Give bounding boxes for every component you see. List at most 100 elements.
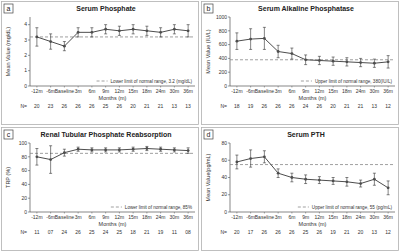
- error-bar-cap: [35, 165, 38, 166]
- error-bar: [359, 180, 362, 187]
- x-tick-label: 18m: [342, 88, 352, 94]
- panel: dSerum PTH020406080Mean Value(pg/mL)-12m…: [202, 128, 399, 251]
- x-tick-label: 36m: [183, 88, 193, 94]
- panel-label: b: [207, 5, 211, 12]
- error-bar: [345, 58, 348, 66]
- n-value: 26: [275, 229, 281, 235]
- error-bar-stem: [36, 28, 37, 46]
- legend-label: Lower limit of normal range, 85%: [125, 205, 192, 210]
- panel-label-box: [4, 130, 13, 139]
- x-tick-label: 12m: [315, 88, 325, 94]
- y-tick-label: 80: [221, 140, 227, 146]
- error-bar-stem: [36, 149, 37, 166]
- marker: [77, 31, 80, 34]
- error-bar-cap: [159, 36, 162, 37]
- error-bar-cap: [263, 49, 266, 50]
- error-bar-cap: [145, 146, 148, 147]
- panel-label-box: [4, 4, 13, 13]
- error-bar-cap: [132, 147, 135, 148]
- n-value: 18: [234, 103, 240, 109]
- x-tick-label: 30m: [370, 214, 380, 220]
- marker: [145, 147, 148, 150]
- error-bar-cap: [49, 33, 52, 34]
- error-bar-stem: [119, 26, 120, 35]
- error-bar-cap: [249, 149, 252, 150]
- error-bar-cap: [173, 33, 176, 34]
- marker: [118, 29, 121, 32]
- marker: [187, 29, 190, 32]
- x-tick-label: 12m: [115, 88, 125, 94]
- error-bar-cap: [277, 45, 280, 46]
- error-bar: [187, 148, 190, 154]
- y-axis: [230, 143, 231, 212]
- marker: [159, 31, 162, 34]
- error-bar-stem: [388, 56, 389, 68]
- reference-line: [230, 164, 395, 165]
- error-bar: [235, 155, 238, 169]
- legend-label: Lower limit of normal range, 3.2 (mg/dL): [111, 79, 193, 84]
- error-bar: [290, 173, 293, 182]
- x-tick-label: 3m: [275, 214, 282, 220]
- error-bar: [104, 148, 107, 152]
- x-tick-label: 9m: [102, 88, 109, 94]
- error-bar-cap: [345, 57, 348, 58]
- y-tick-label: 60: [221, 157, 227, 163]
- error-bar: [277, 169, 280, 178]
- y-tick-label: 100: [19, 140, 28, 146]
- error-bar-cap: [63, 156, 66, 157]
- y-axis-label: Mean Value (IU/L): [205, 29, 211, 73]
- legend-label: Upper limit of normal range, 55 (pg/mL): [312, 205, 393, 210]
- error-bar-cap: [318, 183, 321, 184]
- x-tick-label: 15m: [128, 88, 138, 94]
- x-tick-label: Baseline: [55, 88, 74, 94]
- x-axis-label: Months (m): [299, 221, 327, 227]
- x-tick-label: -12m: [31, 214, 42, 220]
- error-bar-cap: [235, 32, 238, 33]
- n-value: 08: [185, 229, 191, 235]
- error-bar-stem: [188, 148, 189, 154]
- error-bar-stem: [236, 155, 237, 169]
- error-bar-cap: [173, 147, 176, 148]
- n-value: 20: [358, 229, 364, 235]
- n-value: 20: [34, 103, 40, 109]
- x-tick-label: 24m: [156, 214, 166, 220]
- x-tick-label: -6m: [46, 88, 55, 94]
- error-bar-cap: [104, 33, 107, 34]
- x-axis: [30, 212, 195, 213]
- n-value: 18: [130, 229, 136, 235]
- y-tick-label: 20: [21, 195, 27, 201]
- error-bar-cap: [173, 24, 176, 25]
- error-bar: [304, 175, 307, 184]
- panel-frame: [2, 128, 199, 251]
- error-bar: [63, 149, 66, 156]
- error-bar-stem: [264, 27, 265, 49]
- error-bar-stem: [133, 147, 134, 151]
- n-value: 07: [48, 229, 54, 235]
- x-tick-label: 36m: [183, 214, 193, 220]
- error-bar: [277, 45, 280, 57]
- marker: [132, 148, 135, 151]
- y-tick-label: 80: [21, 154, 27, 160]
- y-tick-label: 400: [219, 55, 228, 61]
- error-bar-cap: [249, 167, 252, 168]
- n-value: 26: [262, 229, 268, 235]
- error-bar-cap: [187, 24, 190, 25]
- marker: [332, 60, 335, 63]
- error-bar-cap: [235, 155, 238, 156]
- error-bar: [173, 148, 176, 152]
- panel-label: d: [207, 131, 211, 138]
- error-bar-cap: [304, 183, 307, 184]
- error-bar-cap: [49, 145, 52, 146]
- error-bar-cap: [277, 168, 280, 169]
- marker: [318, 179, 321, 182]
- x-tick-label: -6m: [246, 214, 255, 220]
- n-value: 21: [358, 103, 364, 109]
- y-tick-label: 200: [219, 69, 228, 75]
- error-bar: [332, 57, 335, 65]
- n-value: 26: [75, 103, 81, 109]
- y-tick-label: 20: [221, 191, 227, 197]
- error-bar-cap: [63, 50, 66, 51]
- error-bar-stem: [174, 25, 175, 34]
- marker: [49, 158, 52, 161]
- panel-label: c: [7, 131, 11, 138]
